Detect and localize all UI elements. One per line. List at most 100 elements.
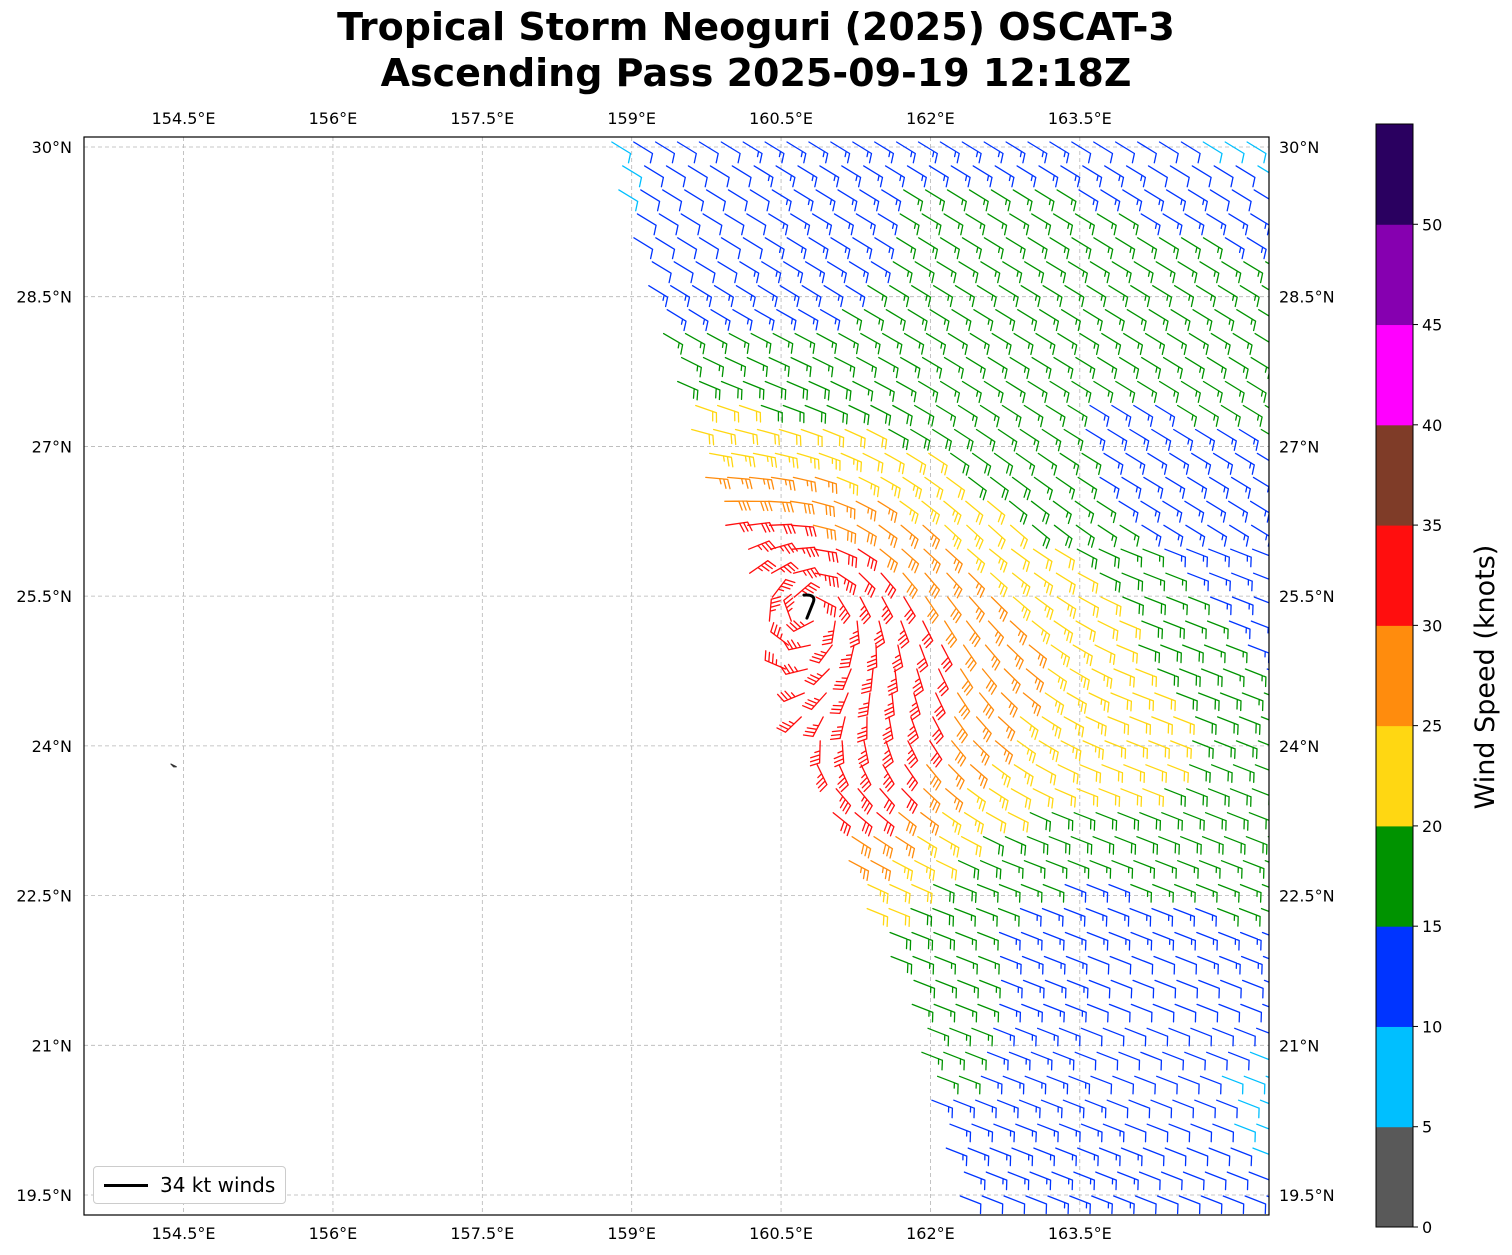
wind-barb-path (1007, 1171, 1030, 1191)
wind-barb (953, 1099, 975, 1119)
wind-barb (1071, 141, 1092, 164)
wind-barb (1098, 1147, 1121, 1167)
wind-barb-path (1086, 1003, 1109, 1023)
wind-barb-path (935, 979, 958, 999)
wind-barb-path (1172, 1099, 1195, 1119)
wind-barb (1021, 1003, 1043, 1023)
wind-barb (804, 404, 827, 424)
wind-barb (1065, 955, 1088, 975)
wind-barb (1000, 979, 1023, 999)
wind-barb-path (1183, 812, 1205, 831)
wind-barb (673, 261, 694, 284)
wind-barb-path (990, 189, 1011, 212)
wind-barb (1075, 524, 1095, 548)
wind-barb-path (1238, 428, 1259, 451)
wind-barb (1097, 524, 1118, 548)
wind-barb (848, 261, 869, 284)
wind-barb (702, 356, 725, 378)
wind-barb-path (1232, 764, 1255, 783)
wind-barb (1020, 285, 1041, 308)
wind-barb (1240, 955, 1263, 975)
wind-barb-path (677, 380, 699, 401)
wind-barb (770, 561, 799, 574)
wind-barb-path (1254, 332, 1269, 349)
wind-barb (1022, 979, 1045, 999)
wind-barb (1039, 309, 1060, 332)
wind-barb-path (804, 668, 830, 686)
wind-barb-path (1162, 500, 1183, 523)
wind-barb (1182, 1171, 1205, 1191)
wind-barb (1052, 500, 1072, 525)
wind-barb-path (1077, 572, 1099, 594)
wind-barb-path (1130, 285, 1151, 308)
wind-barb (772, 332, 794, 354)
wind-barb (859, 764, 872, 793)
wind-barb-path (975, 1099, 997, 1119)
wind-barb-path (857, 716, 868, 743)
wind-barb (836, 476, 859, 496)
wind-barb (1208, 548, 1230, 568)
wind-barb (1228, 500, 1249, 523)
wind-barb (771, 578, 796, 598)
wind-barb (877, 213, 898, 236)
wind-barb (782, 404, 805, 424)
wind-barb (1053, 620, 1074, 644)
wind-barb (747, 521, 775, 533)
wind-barb-path (1202, 141, 1223, 164)
wind-barb (910, 428, 931, 451)
wind-barb-path (1033, 572, 1054, 596)
wind-barb-path (680, 356, 702, 378)
wind-barb-path (1071, 237, 1092, 260)
wind-barb-path (914, 860, 936, 881)
wind-barb-path (921, 620, 934, 649)
wind-barb-path (1020, 285, 1041, 308)
wind-barb-path (1194, 716, 1217, 736)
wind-barb-path (1123, 332, 1144, 356)
wind-barb-path (1198, 404, 1219, 427)
wind-barb-path (1029, 812, 1052, 832)
wind-barb-path (1212, 1027, 1234, 1047)
wind-barb (662, 332, 684, 355)
wind-barb-path (944, 524, 962, 550)
wind-barb (858, 476, 880, 498)
wind-barb-path (968, 596, 985, 623)
wind-barb (1005, 380, 1026, 404)
wind-barb (1058, 1027, 1081, 1047)
wind-barb (1090, 1075, 1113, 1095)
wind-barb (1086, 883, 1109, 903)
wind-barb-path (1052, 213, 1074, 236)
wind-barb-path (830, 237, 851, 260)
wind-barb (730, 452, 756, 468)
wind-barb (1245, 836, 1268, 855)
wind-barb (876, 812, 895, 837)
wind-barb-path (1177, 1075, 1200, 1095)
wind-barb (1047, 668, 1068, 692)
wind-barb-path (1011, 1147, 1034, 1167)
wind-barb (764, 650, 787, 670)
wind-barb (1213, 740, 1236, 760)
wind-barb (1081, 452, 1102, 476)
lon-tick-label-bottom: 156°E (309, 1224, 358, 1243)
wind-barb-path (1011, 572, 1031, 597)
wind-barb-path (742, 141, 763, 164)
colorbar-bin (1376, 825, 1413, 927)
wind-barb (1194, 1099, 1216, 1119)
wind-barb-path (1184, 213, 1205, 236)
wind-barb (1079, 332, 1100, 356)
wind-barb (1007, 1171, 1030, 1191)
wind-barb-path (1051, 812, 1074, 831)
wind-barb (1021, 955, 1044, 975)
wind-barb-path (1063, 907, 1086, 927)
wind-barb (1013, 764, 1034, 787)
wind-barb (1170, 740, 1192, 760)
wind-barb (691, 285, 713, 308)
wind-barb (757, 285, 778, 308)
wind-barb (1093, 141, 1114, 164)
wind-barb (1087, 955, 1110, 975)
wind-barb (1019, 428, 1040, 452)
wind-barb-path (749, 189, 770, 212)
map-overlay (170, 593, 816, 768)
wind-barb (1252, 572, 1269, 580)
wind-barb (1165, 476, 1186, 499)
wind-barb (1247, 644, 1269, 664)
